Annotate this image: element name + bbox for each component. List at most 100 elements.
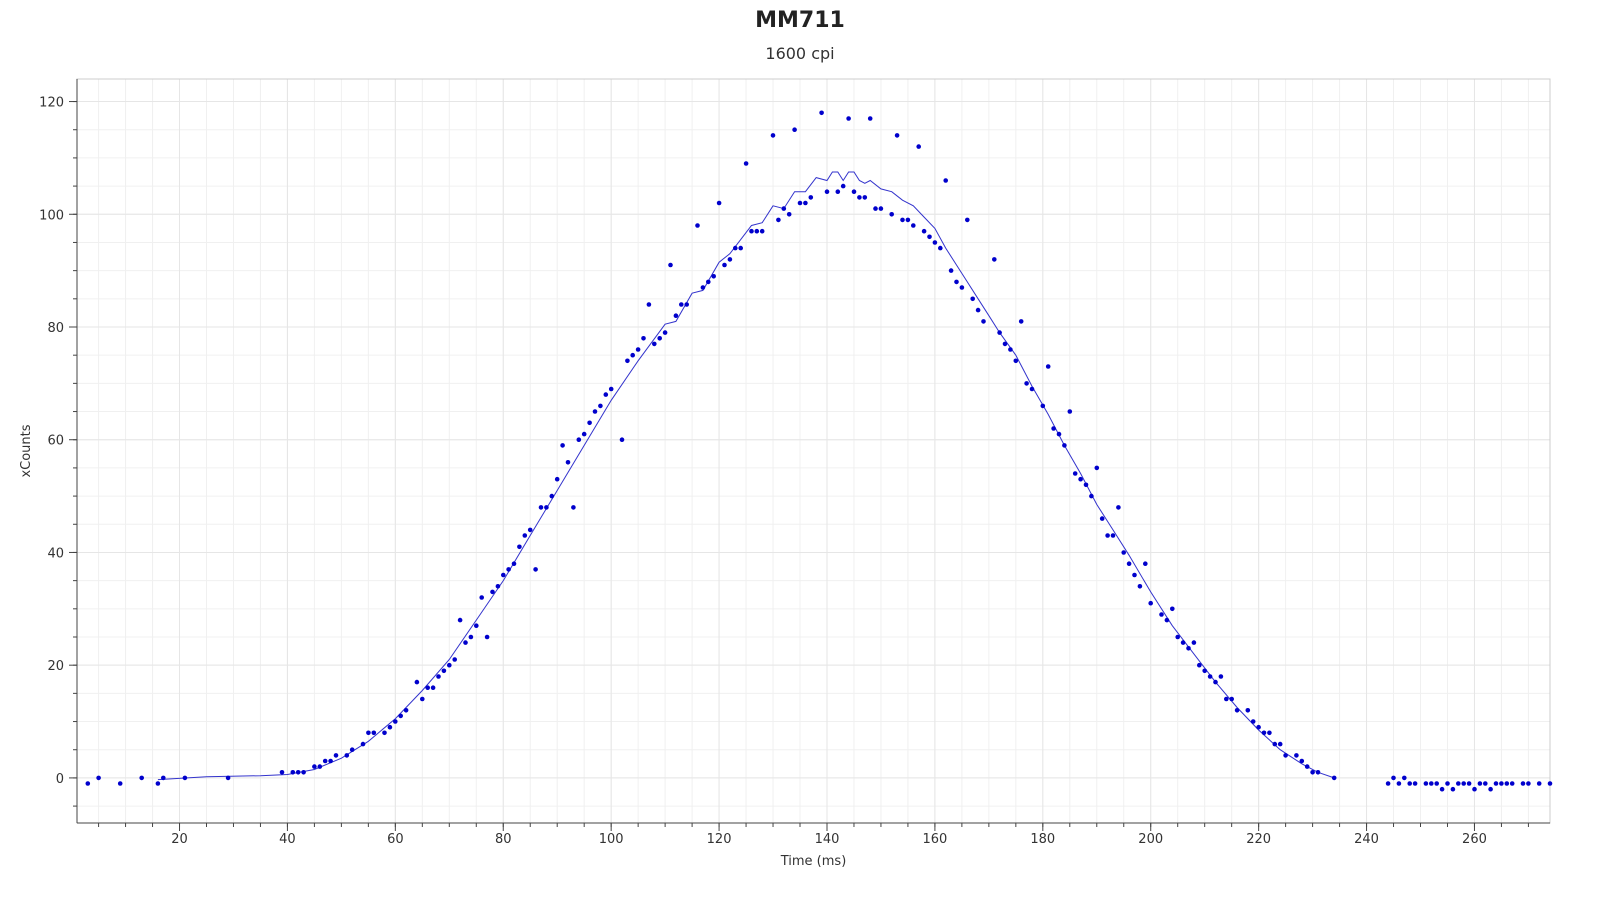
data-point (1461, 781, 1466, 786)
data-point (932, 240, 938, 245)
data-point (279, 770, 285, 775)
data-point (538, 505, 544, 510)
data-point (565, 460, 571, 465)
data-point (1159, 612, 1164, 617)
data-point (1008, 347, 1013, 352)
data-point (1186, 646, 1191, 651)
data-point (182, 775, 188, 781)
data-point (322, 758, 328, 764)
data-point (1132, 572, 1137, 578)
data-point (797, 200, 803, 206)
data-point (857, 195, 862, 200)
data-point (608, 386, 614, 392)
data-point (554, 476, 560, 482)
data-point (1191, 640, 1197, 645)
data-point (1148, 600, 1153, 606)
data-point (1310, 770, 1315, 775)
y-tick-label: 0 (56, 772, 64, 787)
data-point (754, 228, 760, 234)
data-point (452, 657, 458, 662)
data-point (695, 223, 700, 228)
data-point (1083, 482, 1089, 488)
data-point (1045, 364, 1051, 369)
data-point (770, 133, 776, 138)
data-point (1526, 781, 1531, 786)
data-point (1218, 674, 1224, 679)
data-point (587, 420, 592, 426)
data-point (1396, 781, 1402, 786)
data-point (975, 307, 981, 313)
data-point (1072, 471, 1078, 476)
data-point (1105, 533, 1110, 538)
data-point (592, 409, 598, 414)
data-point (517, 544, 522, 550)
data-point (1056, 431, 1062, 437)
data-point (301, 770, 306, 775)
data-point (873, 206, 878, 211)
data-point (970, 296, 975, 302)
data-point (1499, 781, 1504, 786)
x-tick-label: 220 (1246, 832, 1271, 847)
data-point (447, 662, 452, 668)
data-point (846, 116, 851, 121)
y-tick-label: 100 (39, 208, 64, 223)
data-point (938, 245, 943, 251)
data-point (1439, 786, 1445, 792)
x-tick-label: 60 (387, 832, 404, 847)
data-point (965, 217, 970, 223)
data-point (749, 228, 754, 234)
data-point (1283, 753, 1288, 758)
data-point (1483, 781, 1488, 786)
data-point (911, 223, 916, 228)
data-point (398, 713, 404, 719)
data-point (959, 285, 965, 290)
data-point (1202, 668, 1207, 674)
data-point (1450, 786, 1456, 792)
x-tick-label: 160 (922, 832, 947, 847)
x-tick-label: 120 (707, 832, 732, 847)
data-point (522, 533, 528, 538)
data-point (366, 730, 371, 736)
data-point (1040, 403, 1046, 409)
y-tick-label: 20 (47, 659, 64, 674)
data-point (1164, 617, 1170, 623)
data-point (1385, 781, 1391, 786)
data-point (803, 200, 808, 206)
data-point (371, 730, 377, 736)
data-point (824, 189, 830, 194)
data-point (1493, 781, 1499, 786)
data-point (328, 758, 333, 764)
data-point (117, 781, 123, 786)
data-point (1229, 696, 1234, 702)
data-point (1547, 781, 1553, 786)
data-point (630, 352, 635, 358)
data-point (1331, 775, 1337, 781)
data-point (916, 144, 921, 149)
data-point (900, 217, 905, 223)
data-point (474, 623, 479, 628)
data-point (889, 212, 894, 217)
data-point (1466, 781, 1472, 786)
data-point (862, 195, 868, 200)
data-point (1245, 708, 1251, 713)
data-point (225, 775, 231, 781)
data-point (139, 775, 144, 781)
data-point (544, 505, 549, 510)
data-point (867, 116, 873, 121)
data-point (759, 228, 765, 234)
data-point (576, 437, 582, 443)
data-point (1429, 781, 1434, 786)
data-point (819, 110, 824, 116)
data-point (1299, 758, 1305, 764)
data-point (501, 572, 506, 578)
data-point (894, 133, 900, 138)
data-point (1024, 381, 1029, 386)
x-tick-label: 260 (1462, 832, 1487, 847)
data-point (1078, 476, 1083, 482)
data-point (581, 431, 587, 437)
data-point (1099, 516, 1105, 521)
data-point (635, 347, 641, 352)
data-point (921, 228, 927, 234)
data-point (684, 302, 689, 307)
